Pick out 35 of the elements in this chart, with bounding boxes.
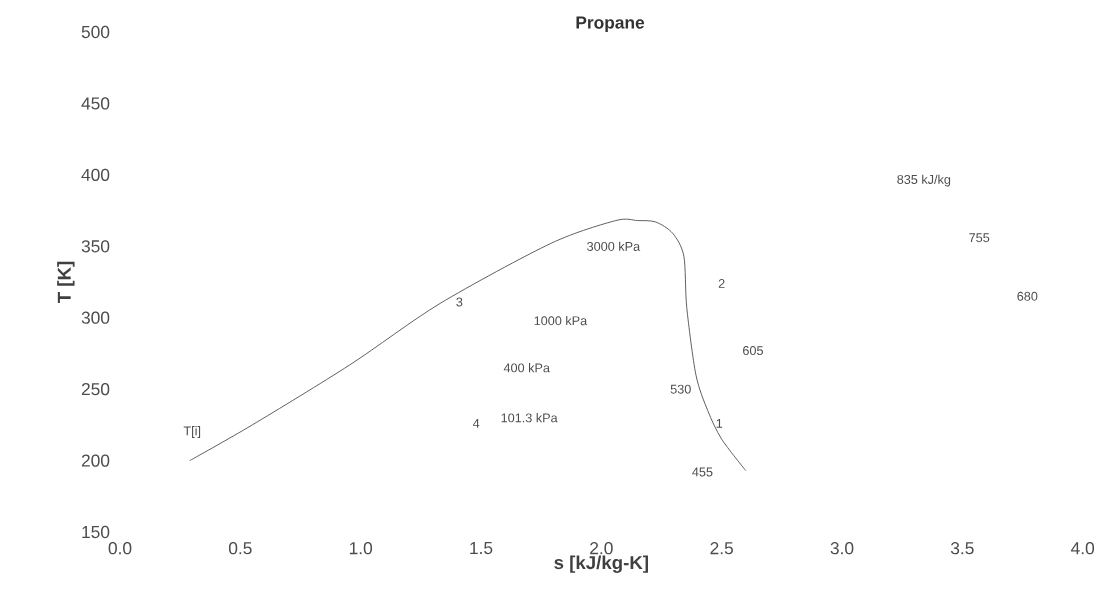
y-axis-title: T [K] bbox=[57, 261, 75, 304]
y-tick-label: 450 bbox=[81, 97, 110, 110]
annotation: 605 bbox=[743, 346, 763, 356]
annotation: 3000 kPa bbox=[587, 241, 641, 251]
x-axis-title: s [kJ/kg-K] bbox=[554, 555, 648, 573]
x-tick-label: 1.5 bbox=[470, 542, 493, 555]
annotation: 680 bbox=[1017, 291, 1038, 301]
annotation: 4 bbox=[472, 419, 480, 428]
annotation: 755 bbox=[969, 233, 990, 243]
x-tick-label: 0.0 bbox=[108, 542, 132, 555]
annotation: 1000 kPa bbox=[534, 315, 588, 326]
annotation: 101.3 kPa bbox=[501, 413, 558, 423]
chart-title: Propane bbox=[576, 16, 645, 33]
annotation: 1 bbox=[716, 419, 723, 428]
y-tick-label: 250 bbox=[81, 383, 110, 396]
y-tick-label: 300 bbox=[81, 311, 110, 324]
x-tick-label: 3.5 bbox=[950, 542, 974, 555]
annotation: 400 kPa bbox=[503, 363, 550, 373]
annotation: 2 bbox=[718, 279, 725, 288]
annotation: 455 bbox=[692, 467, 713, 477]
x-tick-label: 2.5 bbox=[710, 542, 733, 555]
y-tick-label: 200 bbox=[81, 454, 110, 467]
y-tick-label: 150 bbox=[82, 525, 110, 539]
x-tick-label: 4.0 bbox=[1071, 542, 1095, 555]
x-tick-label: 0.5 bbox=[228, 542, 252, 555]
annotation: T[i] bbox=[183, 426, 201, 438]
y-tick-label: 400 bbox=[81, 168, 110, 181]
y-tick-label: 350 bbox=[81, 240, 110, 253]
y-tick-label: 500 bbox=[81, 25, 110, 39]
annotation: 835 kJ/kg bbox=[897, 174, 951, 187]
annotation: 530 bbox=[670, 384, 691, 394]
x-tick-label: 2.0 bbox=[590, 542, 613, 555]
x-tick-label: 3.0 bbox=[830, 542, 854, 555]
annotation: 3 bbox=[456, 297, 463, 307]
x-tick-label: 1.0 bbox=[349, 542, 373, 555]
